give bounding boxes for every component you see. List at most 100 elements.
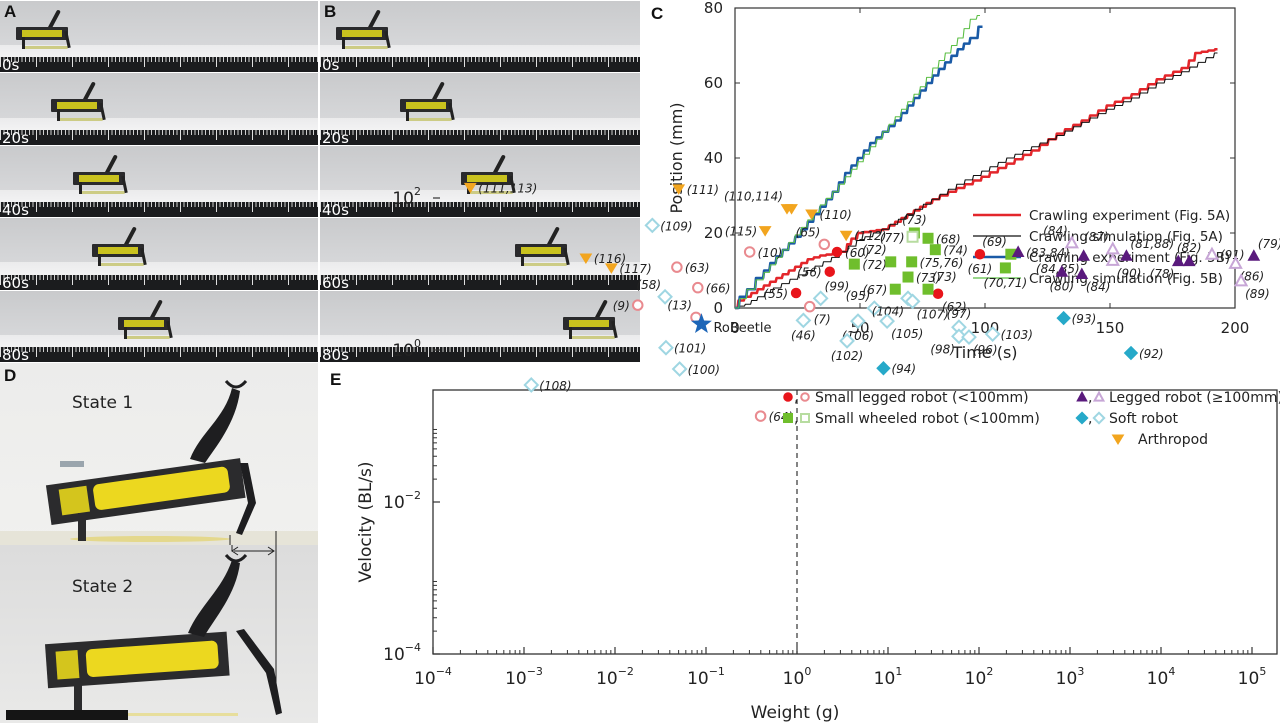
ruler: [0, 57, 318, 73]
photo-frame: 40s: [320, 145, 640, 218]
photo-frame: 60s: [320, 218, 640, 290]
legend-comma: ,: [1088, 411, 1092, 427]
plot-frame: [432, 389, 1278, 655]
data-point-legged-small: [754, 410, 767, 422]
robeetle-robot-icon: [117, 298, 180, 339]
robeetle-robot-icon: [563, 298, 625, 339]
data-point-label: (100): [688, 363, 720, 377]
legend-marker-open: [1092, 390, 1106, 402]
x-tick-label: 105: [1238, 665, 1267, 689]
panel-d: State 1 State 2: [0, 363, 318, 723]
legend-label: Crawling experiment (Fig. 5A): [1029, 208, 1230, 224]
time-label: 20s: [322, 128, 349, 145]
legend-label: Arthropod: [1138, 432, 1208, 448]
x-tick-label: 10−3: [505, 665, 543, 689]
robeetle-robot-icon: [73, 154, 135, 194]
x-tick-label: 102: [965, 665, 994, 689]
x-axis-label: Weight (g): [751, 703, 840, 723]
photo-frame: 20s: [0, 73, 318, 145]
panel-d-letter: D: [4, 366, 17, 385]
x-tick-label: 100: [783, 665, 812, 689]
robot-state-2-icon: [6, 545, 282, 720]
legend-marker-filled: [1076, 391, 1088, 402]
x-tick-label: 10−2: [596, 665, 634, 689]
series-line: [735, 14, 980, 309]
time-label: 60s: [322, 273, 349, 290]
photo-frame: 40s: [0, 145, 318, 218]
time-label: 40s: [322, 201, 349, 218]
state-1-photo: State 1: [0, 363, 318, 545]
time-label: 40s: [2, 201, 29, 218]
legend-label: Crawling simulation (Fig. 5A): [1029, 229, 1223, 245]
photo-frame: 60s: [0, 218, 318, 290]
ruler: [0, 346, 318, 362]
legend-comma: ,: [794, 411, 798, 427]
robeetle-robot-icon: [336, 9, 398, 49]
legend-label: Crawling experiment (Fig. 5B): [1029, 250, 1230, 266]
y-tick-label: 80: [704, 0, 723, 17]
robeetle-robot-icon: [50, 81, 113, 122]
x-tick-label: 104: [1147, 665, 1176, 689]
photo-frame: 0s: [0, 1, 318, 73]
x-tick-label: 10−1: [687, 665, 725, 689]
chart-c: 0 50 100 150 200 0 20 40 60 80 Time (s) Position (m…: [667, 0, 1249, 362]
state-1-label: State 1: [72, 393, 134, 413]
legend-marker-filled: [783, 392, 793, 402]
y-axis-label: Position (mm): [667, 102, 686, 213]
time-label: 80s: [2, 345, 29, 362]
robeetle-robot-icon: [92, 226, 154, 267]
time-label: 0s: [322, 56, 340, 73]
legend-marker-open: [800, 392, 810, 402]
data-point-label: (64): [769, 410, 794, 424]
robeetle-robot-icon: [400, 81, 462, 122]
x-tick-label: 101: [874, 665, 903, 689]
ruler: [320, 202, 640, 218]
panel-a-letter: A: [4, 2, 17, 21]
legend-label: Small wheeled robot (<100mm): [815, 411, 1040, 427]
panel-e-letter: E: [330, 370, 342, 389]
time-label: 60s: [2, 273, 29, 290]
panel-b-letter: B: [324, 2, 337, 21]
legend-label: Small legged robot (<100mm): [815, 390, 1029, 406]
ruler: [320, 274, 640, 290]
series-line: [735, 25, 983, 310]
legend-label: Crawling simulation (Fig. 5B): [1029, 271, 1223, 287]
robot-state-1-icon: [0, 379, 318, 545]
legend-marker-open: [1092, 411, 1106, 425]
x-tick-label: 103: [1056, 665, 1085, 689]
y-tick-label: 40: [704, 149, 723, 167]
legend-comma: ,: [794, 390, 798, 406]
legend-marker-arthropod: [1111, 434, 1125, 445]
x-tick-label: 50: [850, 319, 869, 337]
series-line: [735, 47, 1218, 310]
robeetle-robot-icon: [15, 9, 78, 49]
photo-frame: 80s: [0, 290, 318, 362]
y-tick-label: 0: [713, 299, 723, 317]
y-axis-label: Velocity (BL/s): [356, 461, 376, 582]
ruler: [320, 57, 640, 73]
y-tick-label: 10−4: [383, 641, 421, 665]
state-2-label: State 2: [72, 577, 134, 597]
y-tick-label: 20: [704, 224, 723, 242]
ruler: [0, 129, 318, 145]
y-tick-label: 60: [704, 74, 723, 92]
legend-marker-filled: [1075, 411, 1089, 425]
ruler: [0, 274, 318, 290]
legend-comma: ,: [1088, 390, 1092, 406]
panel-a: 0s 20s 40s 60s 80s: [0, 0, 318, 362]
ruler: [320, 129, 640, 145]
photo-frame: 20s: [320, 73, 640, 145]
x-tick-label: 100: [971, 319, 1000, 337]
scale-bar: [6, 710, 128, 720]
time-label: 20s: [2, 128, 29, 145]
time-label: 0s: [2, 56, 20, 73]
robeetle-robot-icon: [515, 226, 577, 267]
legend-label: Soft robot: [1109, 411, 1179, 427]
x-tick-label: 0: [730, 319, 740, 337]
y-tick-label: 10−2: [383, 489, 421, 513]
x-tick-label: 10−4: [414, 665, 452, 689]
time-label: 80s: [322, 345, 349, 362]
data-point-label: (108): [539, 379, 571, 393]
x-tick-label: 150: [1096, 319, 1125, 337]
legend-marker-open: [800, 413, 810, 423]
